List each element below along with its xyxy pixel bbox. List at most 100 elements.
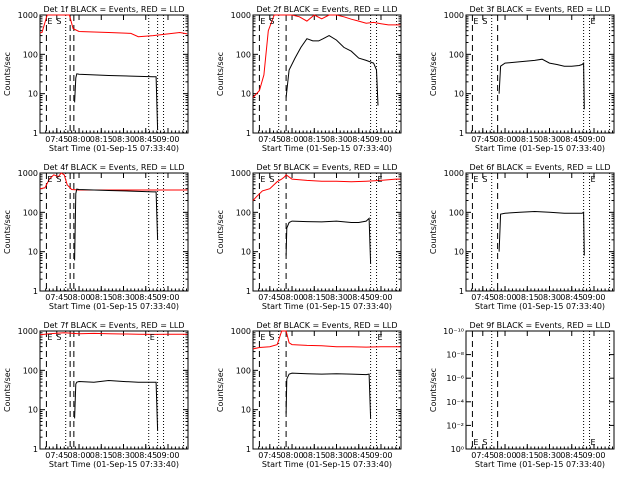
marker-label-e: E [591,17,596,26]
y-tick-label: 10⁰ [451,445,464,454]
marker-label-e: E [150,333,155,342]
panel-title: Det 4f BLACK = Events, RED = LLD [43,163,184,172]
x-tick-label: 07:45 [258,135,281,144]
x-tick-label: 07:45 [45,135,68,144]
y-axis-label: Counts/sec [3,52,12,96]
y-tick-label: 100 [236,50,251,59]
marker-label-e: E [473,438,478,447]
lld-series-line [39,172,188,191]
panel-title: Det 6f BLACK = Events, RED = LLD [469,163,610,172]
y-tick-label: 100 [449,50,464,59]
y-tick-label: 1000 [18,11,38,20]
x-tick-label: 09:00 [369,293,392,302]
y-axis-label: Counts/sec [3,210,12,254]
marker-label-s: S [482,17,487,26]
marker-label-e: E [260,17,265,26]
y-tick-label: 100 [236,366,251,375]
x-tick-label: 08:00 [281,293,304,302]
panel-title: Det 9f BLACK = Events, RED = LLD [469,321,610,330]
x-tick-label: 08:30 [325,135,348,144]
marker-label-s: S [56,333,61,342]
x-tick-label: 09:00 [156,293,179,302]
lld-series-line [39,14,188,38]
x-axis-label: Start Time (01-Sep-15 07:33:40) [49,460,179,469]
x-tick-label: 07:45 [471,451,494,460]
lld-series-line [39,332,188,336]
y-tick-label: 10⁻⁶ [446,374,464,383]
lld-series-line [252,330,401,350]
x-tick-label: 08:45 [347,451,370,460]
marker-label-e: E [473,175,478,184]
events-series-line [285,217,372,264]
x-tick-label: 08:15 [516,135,539,144]
events-series-line [285,35,379,106]
y-tick-label: 10⁻⁴ [446,398,464,407]
plot-frame [252,330,402,450]
y-tick-label: 1 [459,287,464,296]
x-tick-label: 08:45 [347,135,370,144]
y-tick-label: 10⁻² [446,421,464,430]
x-axis-label: Start Time (01-Sep-15 07:33:40) [475,144,605,153]
y-tick-label: 10 [28,406,38,415]
x-tick-label: 09:00 [369,451,392,460]
marker-label-s: S [482,175,487,184]
x-tick-label: 08:00 [68,293,91,302]
marker-label-s: S [482,438,487,447]
x-axis-label: Start Time (01-Sep-15 07:33:40) [262,144,392,153]
marker-label-s: S [269,333,274,342]
y-tick-label: 100 [23,208,38,217]
x-tick-label: 08:15 [90,451,113,460]
x-tick-label: 07:45 [471,135,494,144]
x-tick-label: 08:15 [516,293,539,302]
plot-frame [465,14,615,134]
panel-title: Det 8f BLACK = Events, RED = LLD [256,321,397,330]
marker-label-e: E [47,175,52,184]
y-tick-label: 1000 [18,169,38,178]
x-tick-label: 09:00 [582,135,605,144]
y-tick-label: 10 [454,248,464,257]
panel-4: Det 4f BLACK = Events, RED = LLD Counts/s… [3,163,189,311]
y-axis-label: Counts/sec [216,210,225,254]
panel-2: Det 2f BLACK = Events, RED = LLD Counts/s… [216,5,402,153]
plot-frame [39,14,189,134]
y-tick-label: 100 [236,208,251,217]
x-tick-label: 09:00 [582,293,605,302]
x-tick-label: 08:00 [68,451,91,460]
panel-title: Det 1f BLACK = Events, RED = LLD [43,5,184,14]
y-tick-label: 10⁻¹⁰ [443,327,464,336]
x-tick-label: 08:15 [516,451,539,460]
x-tick-label: 08:30 [538,135,561,144]
x-tick-label: 08:00 [281,135,304,144]
marker-label-e: E [473,17,478,26]
events-series-line [74,188,159,261]
x-tick-label: 08:00 [281,451,304,460]
x-tick-label: 08:45 [134,135,157,144]
marker-label-s: S [56,175,61,184]
y-tick-label: 10 [241,406,251,415]
x-tick-label: 08:15 [90,135,113,144]
x-tick-label: 08:30 [325,451,348,460]
panel-6: Det 6f BLACK = Events, RED = LLD Counts/s… [429,163,615,311]
panel-title: Det 7f BLACK = Events, RED = LLD [43,321,184,330]
marker-label-s: S [56,17,61,26]
x-tick-label: 07:45 [258,293,281,302]
y-axis-label: Counts/sec [429,368,438,412]
plot-frame [252,172,402,292]
marker-label-e: E [378,175,383,184]
y-tick-label: 10 [28,90,38,99]
x-tick-label: 08:00 [494,293,517,302]
panel-1: Det 1f BLACK = Events, RED = LLD Counts/s… [3,5,189,153]
y-tick-label: 100 [449,208,464,217]
lld-series-line [252,174,401,201]
x-tick-label: 08:15 [303,293,326,302]
events-series-line [74,73,159,130]
x-tick-label: 08:30 [112,293,135,302]
panel-3: Det 3f BLACK = Events, RED = LLD Counts/s… [429,5,615,153]
y-tick-label: 100 [23,366,38,375]
x-axis-label: Start Time (01-Sep-15 07:33:40) [49,144,179,153]
x-axis-label: Start Time (01-Sep-15 07:33:40) [475,302,605,311]
y-tick-label: 1 [246,445,251,454]
y-tick-label: 1000 [231,169,251,178]
